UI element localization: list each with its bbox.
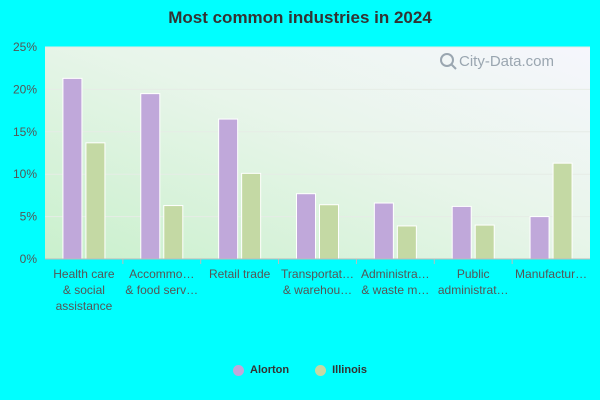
bar-illinois xyxy=(474,224,495,260)
y-tick-label: 25% xyxy=(13,40,37,54)
bar-illinois xyxy=(163,205,184,260)
x-tick-label: Transportat… xyxy=(281,267,354,281)
watermark-text: City-Data.com xyxy=(459,53,554,70)
x-tick-label: Accommo… xyxy=(129,267,194,281)
y-tick-label: 5% xyxy=(20,210,38,224)
bar-alorton xyxy=(373,202,394,260)
y-tick-label: 20% xyxy=(13,82,37,96)
bar-illinois xyxy=(241,172,262,260)
legend-swatch xyxy=(233,364,245,376)
chart-title: Most common industries in 2024 xyxy=(168,8,432,27)
legend-label: Alorton xyxy=(250,364,290,376)
x-tick-label: Public xyxy=(457,267,490,281)
x-tick-label: Health care xyxy=(53,267,115,281)
legend-swatch xyxy=(315,364,327,376)
bar-illinois xyxy=(396,225,417,260)
bar-alorton xyxy=(62,77,83,260)
bar-alorton xyxy=(529,216,550,260)
bar-alorton xyxy=(140,93,161,260)
x-tick-label: Administra… xyxy=(361,267,430,281)
legend-label: Illinois xyxy=(332,364,367,376)
y-tick-label: 0% xyxy=(20,252,38,266)
x-tick-label: & social xyxy=(63,283,105,297)
legend: Alorton Illinois xyxy=(0,364,600,376)
legend-item-alorton: Alorton xyxy=(233,364,289,376)
x-tick-label: & waste m… xyxy=(361,283,429,297)
y-tick-label: 10% xyxy=(13,167,37,181)
bar-alorton xyxy=(296,193,316,260)
watermark: City-Data.com xyxy=(440,53,554,70)
x-tick-label: Manufactur… xyxy=(515,267,587,281)
x-tick-label: administrat… xyxy=(438,283,509,297)
x-tick-label: assistance xyxy=(56,299,113,313)
legend-item-illinois: Illinois xyxy=(315,364,367,376)
x-tick-label: & food serv… xyxy=(125,283,198,297)
bar-illinois xyxy=(552,162,573,260)
y-tick-label: 15% xyxy=(13,125,37,139)
plot-area xyxy=(45,47,590,259)
bar-illinois xyxy=(319,204,339,260)
bar-illinois xyxy=(85,142,106,260)
magnifier-icon xyxy=(440,53,457,70)
bar-alorton xyxy=(451,205,472,260)
x-tick-label: Retail trade xyxy=(209,267,271,281)
bar-alorton xyxy=(218,118,239,260)
x-tick-label: & warehou… xyxy=(283,283,352,297)
